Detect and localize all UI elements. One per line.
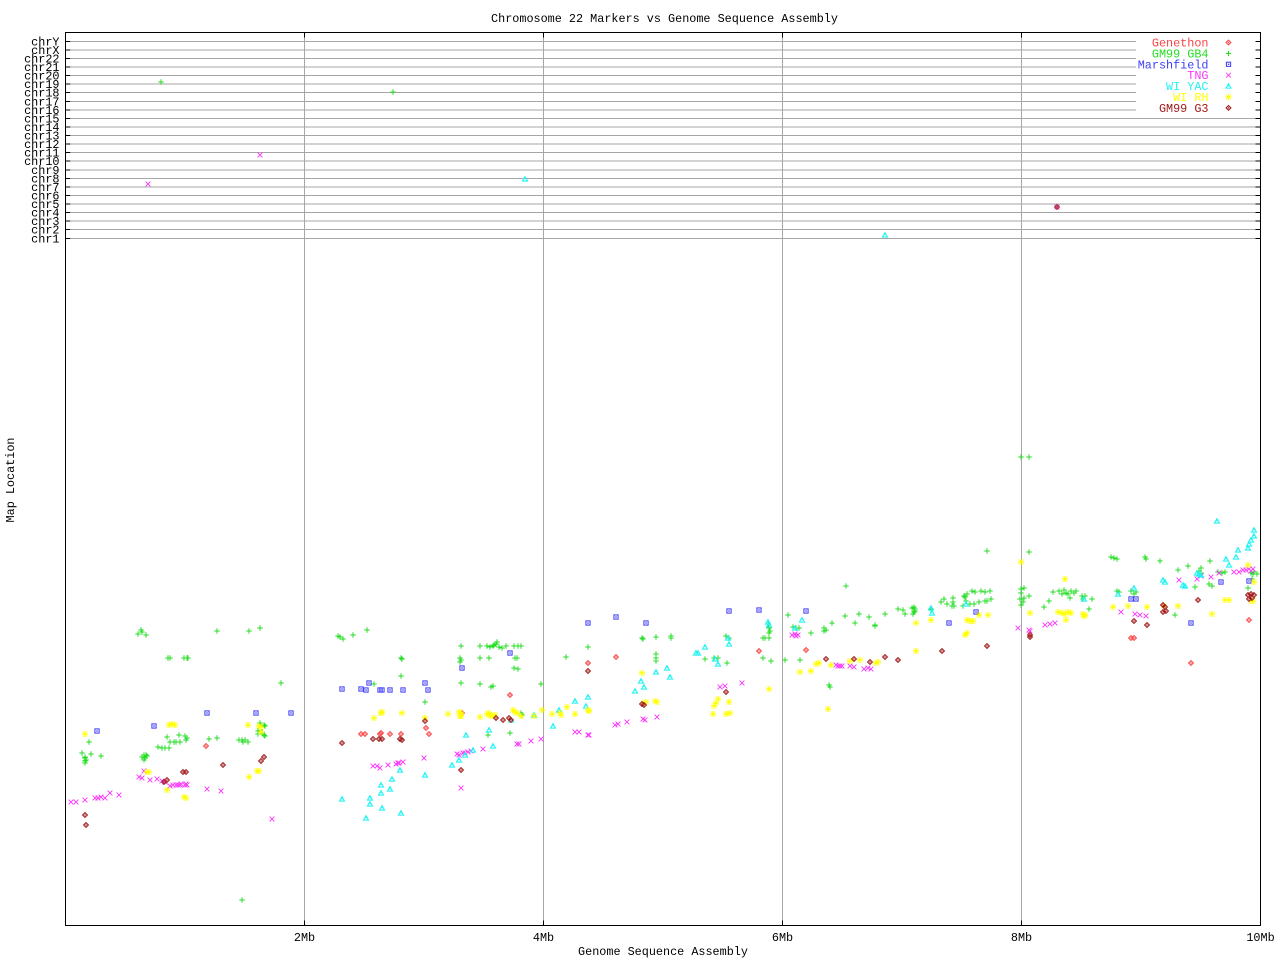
svg-text:chr4: chr4 — [31, 207, 59, 221]
svg-text:Genethon: Genethon — [1152, 37, 1209, 51]
svg-text:WI YAC: WI YAC — [1166, 80, 1208, 94]
svg-text:chr19: chr19 — [24, 78, 59, 92]
svg-text:6Mb: 6Mb — [772, 931, 793, 945]
svg-text:chr13: chr13 — [24, 130, 59, 144]
svg-text:chr10: chr10 — [24, 155, 59, 169]
svg-text:chrY: chrY — [31, 35, 59, 49]
svg-text:chr9: chr9 — [31, 164, 59, 178]
svg-text:chr12: chr12 — [24, 138, 59, 152]
svg-text:GM99 GB4: GM99 GB4 — [1152, 47, 1209, 61]
svg-text:chr14: chr14 — [24, 121, 59, 135]
svg-text:chr6: chr6 — [31, 190, 59, 204]
svg-text:chr8: chr8 — [31, 172, 59, 186]
svg-text:chr5: chr5 — [31, 198, 59, 212]
svg-text:chr20: chr20 — [24, 70, 59, 84]
svg-text:chr7: chr7 — [31, 181, 59, 195]
svg-text:chr17: chr17 — [24, 95, 59, 109]
svg-text:GM99 G3: GM99 G3 — [1159, 102, 1209, 116]
svg-text:chrX: chrX — [31, 44, 59, 58]
svg-text:chr21: chr21 — [24, 61, 59, 75]
svg-text:chr16: chr16 — [24, 104, 59, 118]
svg-text:chr3: chr3 — [31, 215, 59, 229]
svg-text:chr1: chr1 — [31, 232, 59, 246]
svg-text:Marshfield: Marshfield — [1138, 58, 1209, 72]
svg-text:2Mb: 2Mb — [294, 931, 315, 945]
svg-text:4Mb: 4Mb — [533, 931, 554, 945]
svg-text:8Mb: 8Mb — [1011, 931, 1032, 945]
svg-text:chr2: chr2 — [31, 224, 59, 238]
svg-text:chr22: chr22 — [24, 52, 59, 66]
svg-text:chr15: chr15 — [24, 112, 59, 126]
svg-text:Chromosome 22 Markers vs Genom: Chromosome 22 Markers vs Genome Sequence… — [491, 12, 838, 26]
svg-text:chr18: chr18 — [24, 87, 59, 101]
svg-text:Map Location: Map Location — [4, 438, 18, 523]
svg-text:Genome Sequence Assembly: Genome Sequence Assembly — [578, 945, 748, 959]
svg-text:TNG: TNG — [1187, 69, 1208, 83]
svg-text:10Mb: 10Mb — [1246, 931, 1274, 945]
svg-text:WI RH: WI RH — [1173, 91, 1208, 105]
svg-text:chr11: chr11 — [24, 147, 59, 161]
